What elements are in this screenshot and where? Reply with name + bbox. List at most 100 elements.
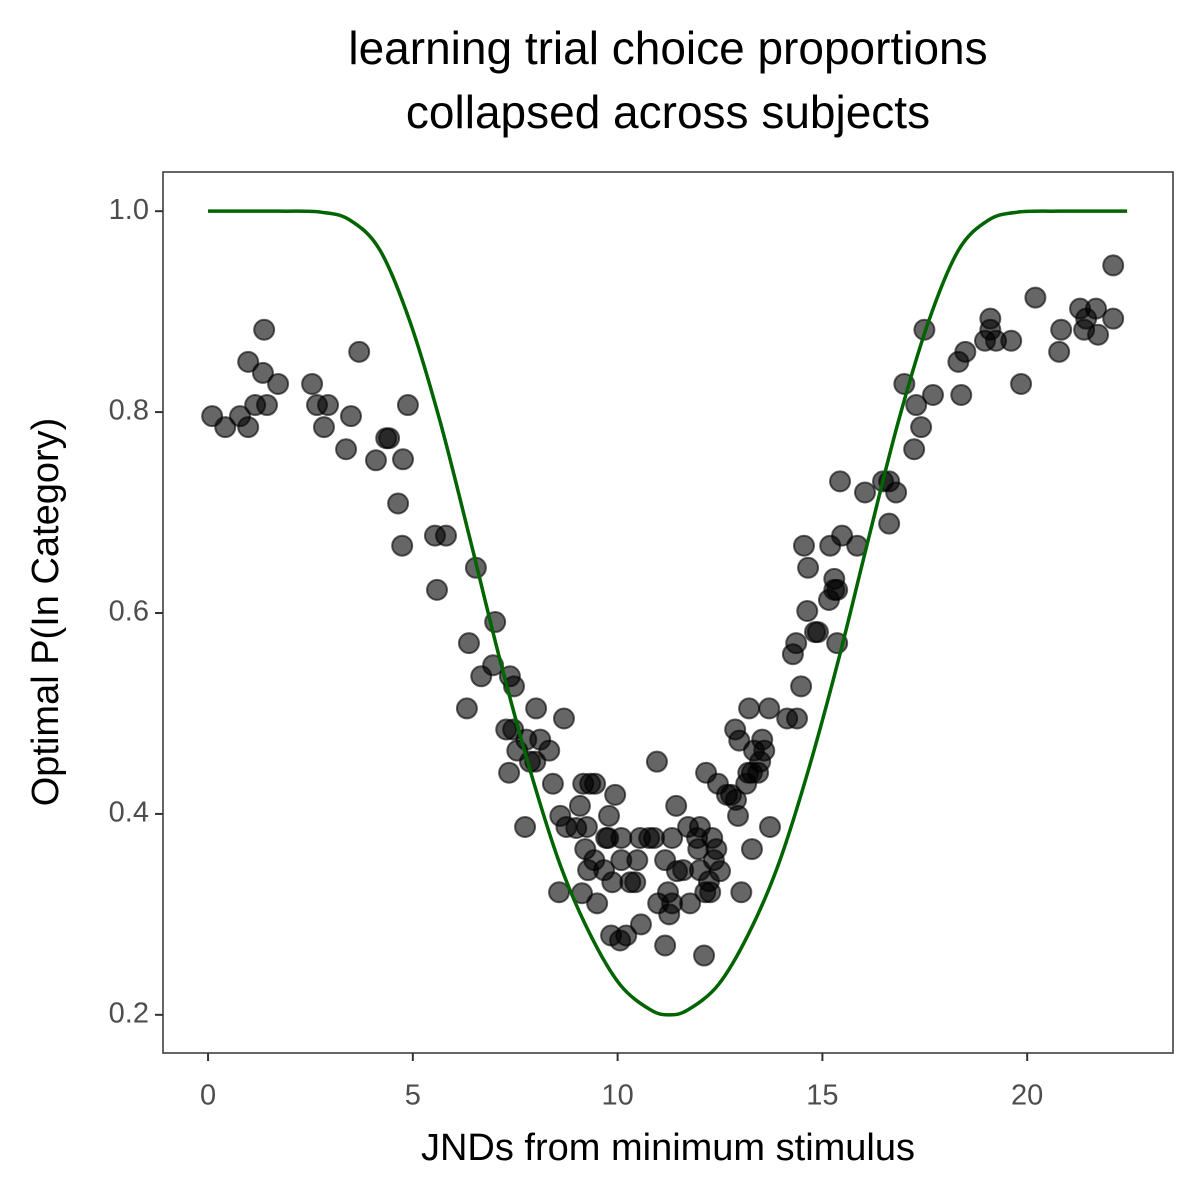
point xyxy=(727,804,750,827)
y-tick-label: 1.0 xyxy=(109,194,149,226)
point xyxy=(786,707,809,730)
point xyxy=(665,794,688,817)
point xyxy=(831,524,854,547)
point xyxy=(604,783,627,806)
point xyxy=(251,361,274,384)
point xyxy=(1048,340,1071,363)
point xyxy=(396,394,419,417)
point xyxy=(921,384,944,407)
point xyxy=(237,350,260,373)
point xyxy=(391,534,414,557)
point xyxy=(626,849,649,872)
point xyxy=(552,707,575,730)
point xyxy=(854,481,877,504)
point xyxy=(392,448,415,471)
point xyxy=(498,761,521,784)
point xyxy=(1102,307,1125,330)
point xyxy=(601,871,624,894)
point xyxy=(1000,329,1023,352)
chart-title: learning trial choice proportions xyxy=(348,22,987,74)
point xyxy=(1010,372,1033,395)
point xyxy=(455,697,478,720)
point xyxy=(705,838,728,861)
point xyxy=(624,871,647,894)
point xyxy=(1085,297,1108,320)
x-tick-label: 5 xyxy=(405,1080,421,1112)
point xyxy=(796,599,819,622)
point xyxy=(1087,323,1110,346)
y-tick-label: 0.6 xyxy=(109,596,149,628)
point xyxy=(738,697,761,720)
chart-title: collapsed across subjects xyxy=(406,86,930,138)
point xyxy=(214,416,237,439)
x-tick-label: 15 xyxy=(806,1080,838,1112)
x-tick-label: 20 xyxy=(1011,1080,1043,1112)
point xyxy=(753,739,776,762)
point xyxy=(615,924,638,947)
point xyxy=(312,416,335,439)
x-tick-label: 10 xyxy=(601,1080,633,1112)
point xyxy=(643,827,666,850)
point xyxy=(654,934,677,957)
point xyxy=(661,892,684,915)
point xyxy=(525,697,548,720)
point xyxy=(1024,286,1047,309)
point xyxy=(645,750,668,773)
point xyxy=(709,860,732,883)
point xyxy=(730,881,753,904)
x-axis-title: JNDs from minimum stimulus xyxy=(421,1127,915,1169)
point xyxy=(598,804,621,827)
point xyxy=(348,340,371,363)
y-tick-label: 0.8 xyxy=(109,395,149,427)
point xyxy=(575,815,598,838)
point xyxy=(335,438,358,461)
point xyxy=(903,438,926,461)
point xyxy=(387,492,410,515)
point xyxy=(826,578,849,601)
point xyxy=(1102,254,1125,277)
point xyxy=(339,405,362,428)
point xyxy=(792,534,815,557)
point xyxy=(256,394,279,417)
point xyxy=(568,794,591,817)
point xyxy=(699,881,722,904)
point xyxy=(785,632,808,655)
line xyxy=(208,209,1128,1017)
point xyxy=(457,632,480,655)
y-axis-title: Optimal P(In Category) xyxy=(25,418,67,807)
x-tick-label: 0 xyxy=(200,1080,216,1112)
point xyxy=(693,944,716,967)
point xyxy=(740,838,763,861)
point xyxy=(237,416,260,439)
point xyxy=(950,384,973,407)
point xyxy=(679,892,702,915)
point xyxy=(806,621,829,644)
point xyxy=(954,340,977,363)
point xyxy=(797,556,820,579)
point xyxy=(317,394,340,417)
point xyxy=(1050,318,1073,341)
point xyxy=(514,815,537,838)
point xyxy=(548,881,571,904)
point xyxy=(758,697,781,720)
point xyxy=(661,827,684,850)
point xyxy=(364,449,387,472)
point xyxy=(586,892,609,915)
y-tick-label: 0.4 xyxy=(109,797,149,829)
point xyxy=(267,372,290,395)
point xyxy=(584,772,607,795)
point xyxy=(435,524,458,547)
point xyxy=(629,913,652,936)
point xyxy=(301,372,324,395)
point xyxy=(910,416,933,439)
point xyxy=(758,815,781,838)
point xyxy=(541,772,564,795)
point xyxy=(829,470,852,493)
point xyxy=(885,481,908,504)
point xyxy=(426,578,449,601)
y-tick-label: 0.2 xyxy=(109,997,149,1029)
point xyxy=(378,427,401,450)
point xyxy=(790,675,813,698)
